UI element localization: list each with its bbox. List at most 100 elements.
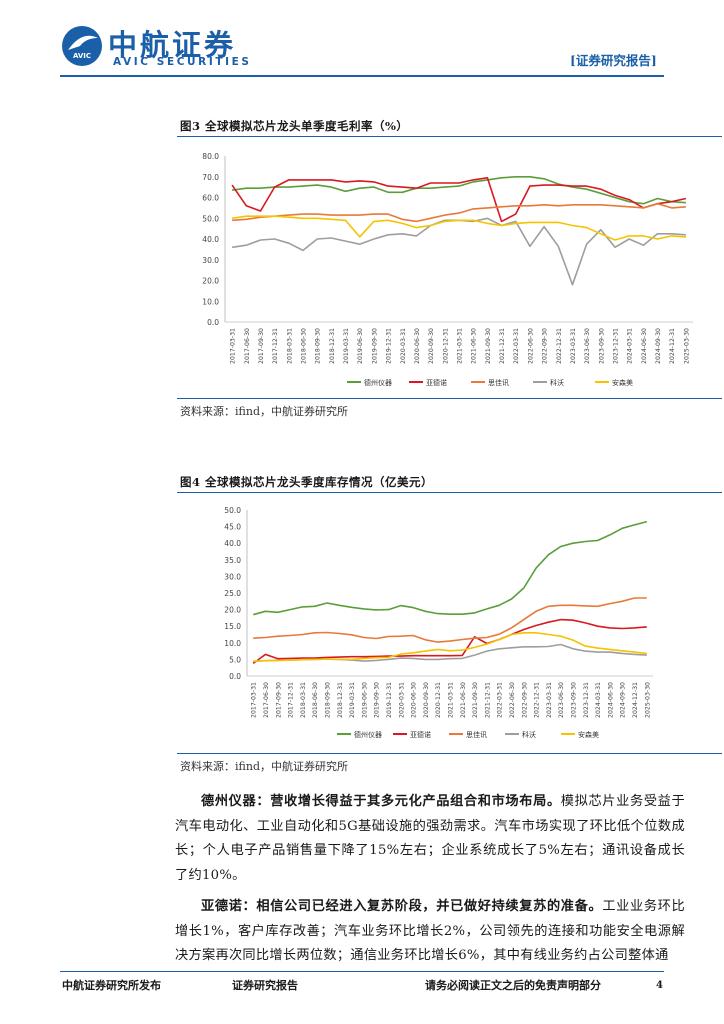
- x-tick-label: 2024-06-30: [641, 328, 648, 364]
- series-line-思佳讯: [232, 202, 686, 223]
- series-line-德州仪器: [252, 520, 648, 616]
- company-name-en: AVIC SECURITIES: [113, 56, 252, 68]
- footer-center: 证券研究报告: [232, 979, 298, 992]
- y-tick-label: 45.0: [224, 523, 241, 532]
- x-tick-label: 2024-03-31: [595, 682, 602, 718]
- gross-margin-chart: 0.0 10.0 20.0 30.0 40.0 50.0 60.0 70.0 80.0 2017-…: [202, 152, 693, 387]
- paragraph-ti: 德州仪器：营收增长得益于其多元化产品组合和市场布局。模拟芯片业务受益于汽车电动化…: [175, 790, 685, 888]
- figure3-source: 资料来源：ifind，中航证券研究所: [180, 405, 348, 418]
- header: AVIC 中航证券 AVIC SECURITIES [证券研究报告]: [0, 0, 724, 80]
- legend-label: 安森美: [612, 378, 633, 387]
- y-tick-label: 30.0: [224, 572, 241, 581]
- x-tick-label: 2018-12-31: [337, 682, 344, 718]
- x-tick-label: 2019-06-30: [357, 328, 364, 364]
- y-tick-label: 40.0: [202, 235, 219, 244]
- x-tick-label: 2024-09-30: [655, 328, 662, 364]
- series-line-思佳讯: [253, 597, 647, 643]
- y-tick-label: 80.0: [202, 152, 219, 161]
- x-tick-label: 2017-09-30: [275, 682, 282, 718]
- x-tick-label: 2021-03-31: [457, 328, 464, 364]
- x-tick-label: 2024-06-30: [607, 682, 614, 718]
- x-tick-label: 2017-06-30: [244, 328, 251, 364]
- x-tick-label: 2021-09-30: [472, 682, 479, 718]
- x-tick-label: 2021-06-30: [460, 682, 467, 718]
- legend-label: 亚德诺: [410, 730, 431, 739]
- x-tick-label: 2019-12-31: [386, 682, 393, 718]
- x-tick-label: 2023-06-30: [558, 682, 565, 718]
- x-tick-label: 2018-06-30: [312, 682, 319, 718]
- legend-label: 德州仪器: [354, 730, 382, 739]
- series-line-亚德诺: [252, 618, 647, 665]
- x-tick-label: 2020-03-31: [398, 682, 405, 718]
- x-tick-label: 2022-12-31: [556, 328, 563, 364]
- x-tick-label: 2021-12-31: [484, 682, 491, 718]
- legend-label: 思佳讯: [466, 730, 487, 739]
- report-tag: [证券研究报告]: [570, 53, 657, 68]
- footer-right: 请务必阅读正文之后的免责声明部分: [425, 979, 601, 992]
- x-tick-label: 2024-12-31: [669, 328, 676, 364]
- figure4-rule: [177, 492, 722, 493]
- figure3-bottom-rule: [177, 398, 722, 399]
- x-tick-label: 2023-03-31: [546, 682, 553, 718]
- figure4-bottom-rule: [177, 753, 722, 754]
- x-tick-label: 2018-03-31: [286, 328, 293, 364]
- x-tick-label: 2018-03-31: [300, 682, 307, 718]
- y-tick-label: 50.0: [224, 506, 241, 515]
- x-tick-label: 2019-03-31: [343, 328, 350, 364]
- y-tick-label: 15.0: [224, 622, 241, 631]
- y-tick-label: 50.0: [202, 214, 219, 223]
- x-tick-label: 2022-06-30: [509, 682, 516, 718]
- y-tick-label: 25.0: [224, 589, 241, 598]
- series-line-安森美: [231, 215, 686, 241]
- x-tick-label: 2018-12-31: [329, 328, 336, 364]
- x-tick-label: 2024-09-30: [620, 682, 627, 718]
- paragraph-ti-lead: 德州仪器：营收增长得益于其多元化产品组合和市场布局。: [201, 794, 561, 809]
- x-tick-label: 2022-06-30: [527, 328, 534, 364]
- series-line-科沃: [231, 217, 686, 286]
- x-tick-label: 2020-03-31: [400, 328, 407, 364]
- paragraph-ti-body: 模拟芯片业务受益于汽车电动化、工业自动化和5G基础设施的强劲需求。汽车市场实现了…: [175, 794, 685, 883]
- legend-label: 科沃: [550, 378, 564, 387]
- x-tick-label: 2017-06-30: [263, 682, 270, 718]
- company-name-cn: 中航证券: [108, 28, 237, 62]
- x-tick-label: 2024-12-31: [632, 682, 639, 718]
- x-tick-label: 2017-12-31: [288, 682, 295, 718]
- x-tick-label: 2017-09-30: [258, 328, 265, 364]
- x-tick-label: 2022-09-30: [542, 328, 549, 364]
- x-tick-label: 2022-12-31: [534, 682, 541, 718]
- x-tick-label: 2020-09-30: [423, 682, 430, 718]
- paragraph-adi-body: 工业业务环比增长1%，客户库存改善；汽车业务环比增长2%，公司领先的连接和功能安…: [175, 899, 685, 963]
- x-tick-label: 2020-06-30: [411, 682, 418, 718]
- series-line-亚德诺: [231, 176, 687, 223]
- x-tick-label: 2021-12-31: [499, 328, 506, 364]
- page-number: 4: [656, 980, 663, 991]
- y-tick-label: 0.0: [207, 318, 219, 327]
- x-tick-label: 2023-09-30: [598, 328, 605, 364]
- x-tick-label: 2022-09-30: [521, 682, 528, 718]
- emblem-circle: [62, 26, 102, 66]
- y-tick-label: 70.0: [202, 173, 219, 182]
- x-tick-label: 2018-09-30: [324, 682, 331, 718]
- y-tick-label: 35.0: [224, 556, 241, 565]
- x-tick-label: 2020-12-31: [442, 328, 449, 364]
- x-tick-label: 2024-03-31: [627, 328, 634, 364]
- y-tick-label: 20.0: [224, 606, 241, 615]
- y-tick-label: 0.0: [229, 672, 241, 681]
- emblem-wing: [68, 35, 98, 50]
- x-tick-label: 2018-06-30: [301, 328, 308, 364]
- x-tick-label: 2019-09-30: [371, 328, 378, 364]
- x-tick-label: 2023-06-30: [584, 328, 591, 364]
- x-tick-label: 2020-12-31: [435, 682, 442, 718]
- legend-label: 科沃: [522, 730, 536, 739]
- x-tick-label: 2020-09-30: [428, 328, 435, 364]
- x-tick-label: 2021-09-30: [485, 328, 492, 364]
- y-tick-label: 30.0: [202, 256, 219, 265]
- y-tick-label: 10.0: [224, 639, 241, 648]
- paragraph-adi-lead: 亚德诺：相信公司已经进入复苏阶段，并已做好持续复苏的准备。: [201, 899, 603, 914]
- legend-label: 思佳讯: [488, 378, 509, 387]
- avic-logo-emblem: AVIC: [62, 26, 102, 66]
- x-tick-label: 2018-09-30: [315, 328, 322, 364]
- paragraph-adi: 亚德诺：相信公司已经进入复苏阶段，并已做好持续复苏的准备。工业业务环比增长1%，…: [175, 895, 685, 967]
- x-tick-label: 2023-03-31: [570, 328, 577, 364]
- series-line-德州仪器: [231, 175, 686, 205]
